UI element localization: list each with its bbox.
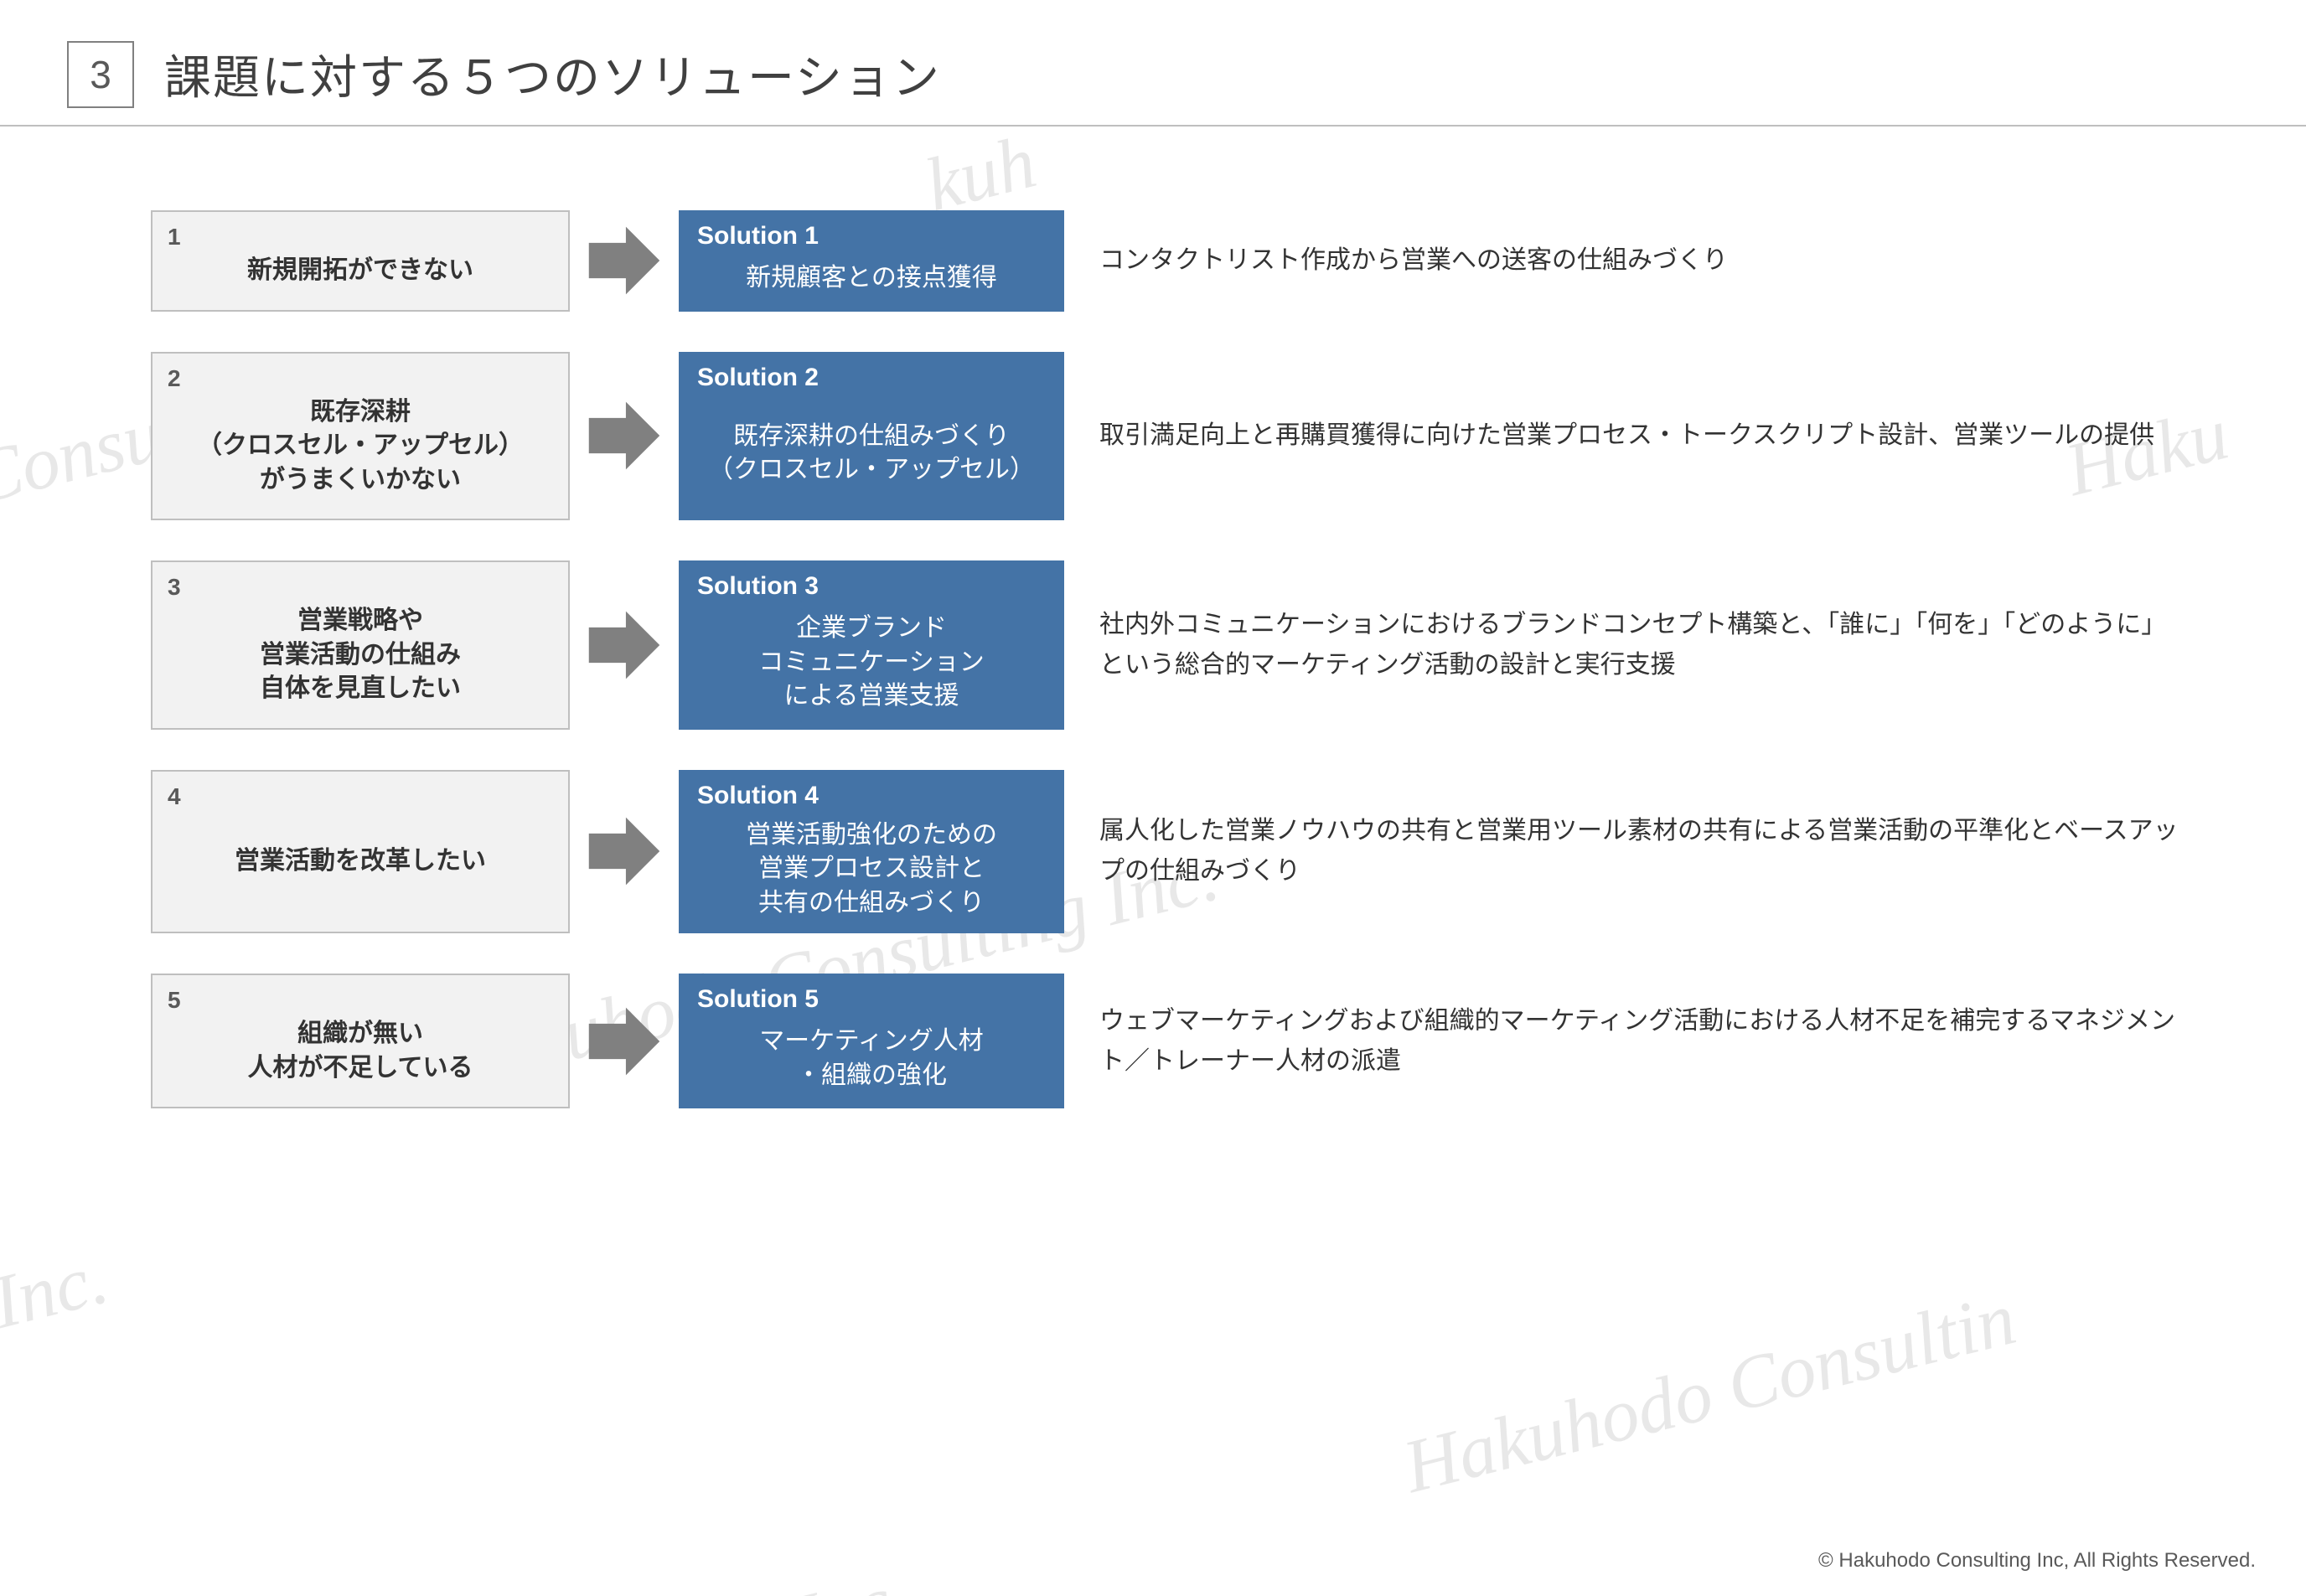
solution-box: Solution 4営業活動強化のための 営業プロセス設計と 共有の仕組みづくり [679,770,1064,934]
challenge-number: 1 [168,224,553,251]
solution-row: 3営業戦略や 営業活動の仕組み 自体を見直したい Solution 3企業ブランド… [151,560,2205,730]
solution-row: 1新規開拓ができない Solution 1新規顧客との接点獲得コンタクトリスト作成… [151,210,2205,312]
solution-description: 社内外コミュニケーションにおけるブランドコンセプト構築と、「誰に」「何を」「どの… [1064,560,2205,730]
watermark-text: Hakuhodo Consultin [1395,1275,2024,1511]
solution-description: 属人化した営業ノウハウの共有と営業用ツール素材の共有による営業活動の平準化とベー… [1064,770,2205,934]
watermark-text: lting Inc. [633,1553,918,1596]
solution-row: 2既存深耕 （クロスセル・アップセル） がうまくいかないSolution 2既存… [151,352,2205,521]
solution-text: 既存深耕の仕組みづくり （クロスセル・アップセル） [679,397,1064,521]
arrow-icon [570,352,679,521]
header-number-box: 3 [67,41,134,108]
solution-box: Solution 1新規顧客との接点獲得 [679,210,1064,312]
copyright-footer: © Hakuhodo Consulting Inc, All Rights Re… [1818,1549,2256,1573]
challenge-text: 営業活動を改革したい [168,810,553,921]
solutions-grid: 1新規開拓ができない Solution 1新規顧客との接点獲得コンタクトリスト作成… [0,127,2306,1108]
challenge-number: 2 [168,365,553,392]
challenge-text: 組織が無い 人材が不足している [168,1014,553,1095]
solution-text: 営業活動強化のための 営業プロセス設計と 共有の仕組みづくり [679,815,1064,934]
challenge-number: 3 [168,574,553,601]
challenge-text: 既存深耕 （クロスセル・アップセル） がうまくいかない [168,392,553,508]
arrow-icon [570,974,679,1108]
header-number: 3 [90,52,111,97]
slide-header: 3 課題に対する５つのソリューション [0,0,2306,127]
arrow-icon [570,210,679,312]
slide-title: 課題に対する５つのソリューション [164,40,941,108]
solution-text: マーケティング人材 ・組織の強化 [679,1019,1064,1108]
challenge-number: 4 [168,783,553,810]
challenge-box: 2既存深耕 （クロスセル・アップセル） がうまくいかない [151,352,570,521]
arrow-icon [570,560,679,730]
solution-text: 新規顧客との接点獲得 [679,256,1064,312]
challenge-text: 営業戦略や 営業活動の仕組み 自体を見直したい [168,601,553,716]
challenge-number: 5 [168,987,553,1014]
solution-description: ウェブマーケティングおよび組織的マーケティング活動における人材不足を補完するマネ… [1064,974,2205,1108]
solution-label: Solution 2 [679,352,1064,397]
solution-text: 企業ブランド コミュニケーション による営業支援 [679,606,1064,730]
challenge-box: 1新規開拓ができない [151,210,570,312]
solution-label: Solution 5 [679,974,1064,1019]
solution-box: Solution 5マーケティング人材 ・組織の強化 [679,974,1064,1108]
arrow-icon [570,770,679,934]
solution-label: Solution 4 [679,770,1064,815]
solution-label: Solution 3 [679,560,1064,606]
solution-description: コンタクトリスト作成から営業への送客の仕組みづくり [1064,210,2205,312]
solution-box: Solution 3企業ブランド コミュニケーション による営業支援 [679,560,1064,730]
challenge-text: 新規開拓ができない [168,251,553,298]
solution-description: 取引満足向上と再購買獲得に向けた営業プロセス・トークスクリプト設計、営業ツールの… [1064,352,2205,521]
challenge-box: 3営業戦略や 営業活動の仕組み 自体を見直したい [151,560,570,730]
solution-row: 4営業活動を改革したい Solution 4営業活動強化のための 営業プロセス設計… [151,770,2205,934]
challenge-box: 5組織が無い 人材が不足している [151,974,570,1108]
solution-row: 5組織が無い 人材が不足している Solution 5マーケティング人材 ・組織の… [151,974,2205,1108]
solution-box: Solution 2既存深耕の仕組みづくり （クロスセル・アップセル） [679,352,1064,521]
solution-label: Solution 1 [679,210,1064,256]
challenge-box: 4営業活動を改革したい [151,770,570,934]
watermark-text: g Inc. [0,1234,116,1360]
